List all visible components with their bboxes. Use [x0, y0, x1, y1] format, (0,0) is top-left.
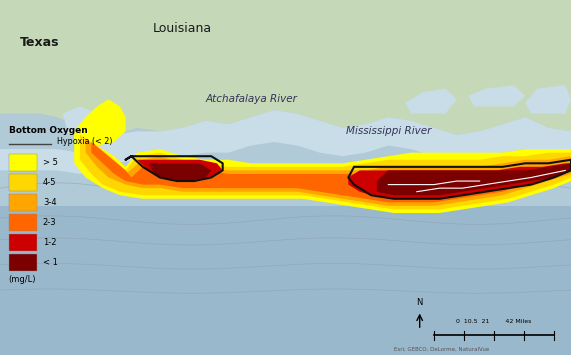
Text: Hypoxia (< 2): Hypoxia (< 2)	[57, 137, 112, 146]
Text: > 5: > 5	[43, 158, 58, 168]
Text: 4-5: 4-5	[43, 178, 57, 187]
Text: Texas: Texas	[20, 36, 60, 49]
Polygon shape	[63, 106, 97, 135]
Polygon shape	[0, 0, 571, 142]
Bar	[9, 234, 37, 251]
Polygon shape	[0, 110, 571, 174]
Text: 3-4: 3-4	[43, 198, 57, 207]
Polygon shape	[137, 160, 223, 181]
Bar	[9, 154, 37, 171]
Text: N: N	[416, 298, 423, 307]
Polygon shape	[377, 163, 571, 195]
Text: Mississippi River: Mississippi River	[345, 126, 431, 136]
Text: Esri, GEBCO, DeLorme, NaturalVue: Esri, GEBCO, DeLorme, NaturalVue	[394, 346, 489, 351]
Text: (mg/L): (mg/L)	[9, 275, 36, 284]
Text: 2-3: 2-3	[43, 218, 57, 227]
Polygon shape	[148, 163, 211, 181]
Polygon shape	[74, 131, 571, 213]
Polygon shape	[0, 206, 571, 355]
Polygon shape	[74, 99, 126, 146]
Bar	[9, 194, 37, 211]
Text: Bottom Oxygen: Bottom Oxygen	[9, 126, 87, 135]
Bar	[9, 214, 37, 231]
Polygon shape	[91, 142, 571, 202]
Bar	[9, 254, 37, 271]
Polygon shape	[80, 135, 571, 209]
Bar	[9, 174, 37, 191]
Polygon shape	[0, 124, 571, 206]
Polygon shape	[405, 89, 457, 114]
Text: Atchafalaya River: Atchafalaya River	[206, 94, 297, 104]
Text: < 1: < 1	[43, 258, 58, 267]
Polygon shape	[525, 85, 571, 114]
Text: Louisiana: Louisiana	[153, 22, 212, 35]
Polygon shape	[348, 163, 571, 199]
Polygon shape	[86, 138, 571, 206]
Text: 1-2: 1-2	[43, 238, 57, 247]
Text: 0  10.5  21        42 Miles: 0 10.5 21 42 Miles	[456, 319, 532, 324]
Polygon shape	[468, 85, 525, 106]
